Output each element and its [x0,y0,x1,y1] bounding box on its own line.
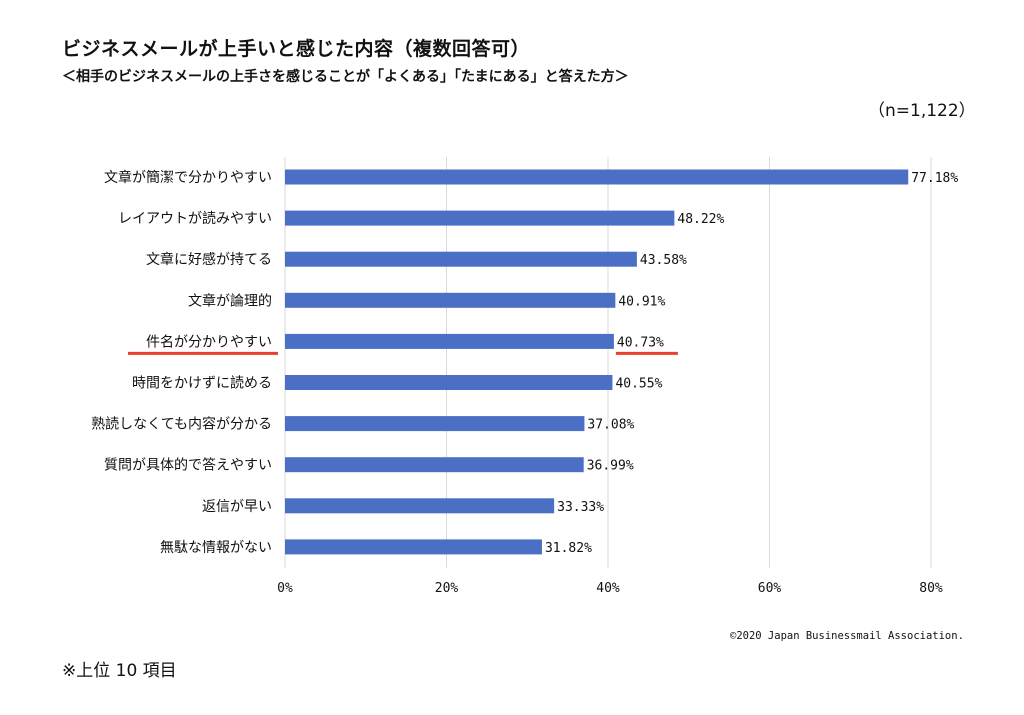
value-label: 77.18% [911,171,958,186]
category-label: 質問が具体的で答えやすい [104,457,272,474]
sample-size-label: （n=1,122） [868,101,976,121]
category-label: 返信が早い [202,499,272,515]
bar [285,457,584,473]
footnote: ※上位 10 項目 [62,661,177,681]
category-label: 時間をかけずに読める [132,375,272,392]
value-label: 48.22% [677,212,724,227]
value-label: 43.58% [640,253,687,268]
value-label: 40.55% [615,377,662,392]
bar [285,169,909,185]
value-label: 40.91% [618,294,665,309]
x-tick-label: 0% [277,581,293,596]
category-label: 無駄な情報がない [160,540,272,556]
value-label: 40.73% [617,335,664,350]
category-label: 文章に好感が持てる [146,251,272,268]
bar [285,333,614,349]
category-label: 文章が簡潔で分かりやすい [104,169,272,186]
bar [285,498,555,514]
x-tick-label: 20% [435,581,459,596]
x-tick-label: 40% [596,581,620,596]
category-label: 熟読しなくても内容が分かる [91,416,272,433]
copyright-notice: ©2020 Japan Businessmail Association. [730,630,964,642]
bar [285,375,613,390]
chart-title: ビジネスメールが上手いと感じた内容（複数回答可） [62,38,531,60]
value-label: 31.82% [545,541,592,556]
category-label: 件名が分かりやすい [146,334,272,350]
value-label: 36.99% [587,459,634,474]
category-label: レイアウトが読みやすい [118,210,272,227]
bar [285,539,542,555]
category-label: 文章が論理的 [188,292,272,309]
bar [285,210,675,226]
value-label: 37.08% [587,418,634,433]
x-tick-label: 80% [919,581,943,596]
x-tick-label: 60% [758,581,782,596]
bar [285,416,585,432]
chart-subtitle: ＜相手のビジネスメールの上手さを感じることが「よくある」「たまにある」と答えた方… [62,69,629,85]
bar [285,292,616,308]
bar [285,251,637,267]
value-label: 33.33% [557,500,604,515]
